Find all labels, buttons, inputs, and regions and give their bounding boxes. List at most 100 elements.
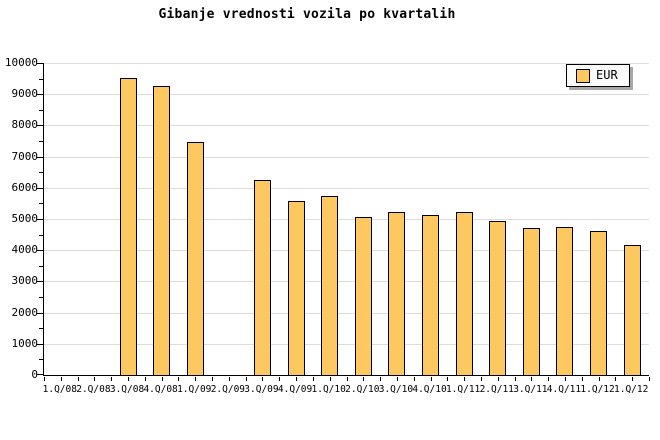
x-axis-tick [363,377,365,381]
x-axis-tick [245,377,247,381]
x-axis-label: 3.Q/11 [513,384,548,395]
bar [321,196,339,375]
y-axis-minor-tick [39,141,43,142]
x-axis-tick [464,377,466,381]
bar [119,77,137,375]
x-axis-tick [514,377,516,381]
x-axis-tick [615,377,617,381]
legend: EUR [566,64,630,87]
y-axis-label: 9000 [11,87,39,101]
x-axis-label: 2.Q/10 [345,384,380,395]
x-axis-label: 1.Q/12 [614,384,649,395]
y-axis-label: 2000 [11,305,39,319]
x-axis-label: 4.Q/08 [143,384,178,395]
x-axis-tick [396,377,398,381]
x-axis-label: 2.Q/08 [76,384,111,395]
bar [590,231,608,375]
x-axis-tick [195,377,197,381]
gridline [44,156,649,158]
gridline [44,63,649,64]
x-axis-label: 3.Q/10 [378,384,414,395]
y-axis-major-tick [37,94,43,96]
x-axis-tick [44,377,45,381]
y-axis-major-tick [37,156,43,158]
gridline [44,187,649,189]
legend-label: EUR [596,68,618,82]
bar [489,221,507,375]
x-axis-label: 3.Q/09 [244,384,279,395]
legend-swatch-icon [576,68,590,83]
x-axis-tick [111,377,113,381]
y-axis-label: 5000 [11,212,39,225]
y-axis-minor-tick [39,78,43,80]
x-axis-tick [279,377,281,381]
y-axis-major-tick [37,281,43,283]
x-axis-tick [581,377,583,381]
y-axis-minor-tick [39,109,43,111]
x-axis-tick [128,377,130,381]
y-axis-major-tick [37,125,43,127]
bar [556,227,574,375]
gridline [44,281,649,283]
x-axis-tick [161,377,163,381]
y-axis-major-tick [37,312,43,314]
y-axis-label: 8000 [11,118,39,132]
y-axis-major-tick [37,250,43,252]
bar [388,212,406,375]
x-axis-tick [564,377,566,381]
x-axis-tick [497,377,499,381]
bar [153,86,171,375]
x-axis-tick [380,377,382,381]
y-axis-major-tick [37,63,43,64]
y-axis-minor-tick [39,172,43,174]
bar [287,200,305,375]
x-axis-tick [329,377,331,381]
gridline [44,94,649,96]
x-axis-tick [598,377,600,381]
x-axis-tick [178,377,180,381]
x-axis-tick [262,377,264,381]
y-axis-label: 6000 [11,180,39,194]
x-axis-tick [296,377,298,381]
x-axis-tick [212,377,214,381]
chart-title: Gibanje vrednosti vozila po kvartalih [158,7,456,22]
x-axis-label: 3.Q/08 [109,384,145,395]
x-axis-label: 2.Q/09 [210,384,246,395]
y-axis-minor-tick [39,234,43,236]
y-axis-major-tick [37,187,43,189]
bar [522,227,540,375]
x-axis-tick [144,377,146,381]
x-axis-label: 4.Q/09 [277,384,313,395]
bar [186,141,204,375]
x-axis-label: 1.Q/10 [311,384,346,395]
y-axis-minor-tick [39,265,43,267]
x-axis-tick [430,377,432,381]
x-axis-label: 1.Q/09 [177,384,212,395]
x-axis-tick [548,377,550,381]
x-axis-label: 2.Q/11 [479,384,514,395]
x-axis-label: 1.Q/08 [42,384,77,395]
y-axis-major-tick [37,219,43,220]
x-axis-tick [60,377,62,381]
gridline [44,250,649,252]
x-axis-tick [480,377,482,381]
y-axis-label: 7000 [11,149,39,163]
bar [354,217,372,375]
gridline [44,125,649,127]
bar [623,245,641,375]
x-axis-label: 1.Q/12 [580,384,615,395]
y-axis-minor-tick [39,203,43,205]
y-axis-label: 1000 [11,336,39,350]
y-axis-major-tick [37,343,43,345]
x-axis-tick [77,377,79,381]
x-axis-label: 4.Q/10 [412,384,447,395]
x-axis-tick [531,377,533,381]
x-axis-tick [312,377,314,381]
y-axis-minor-tick [39,328,43,330]
y-axis-label: 4000 [11,243,39,257]
x-axis-tick [228,377,230,381]
bar [422,214,440,375]
gridline [44,343,649,345]
x-axis-tick [632,377,634,381]
